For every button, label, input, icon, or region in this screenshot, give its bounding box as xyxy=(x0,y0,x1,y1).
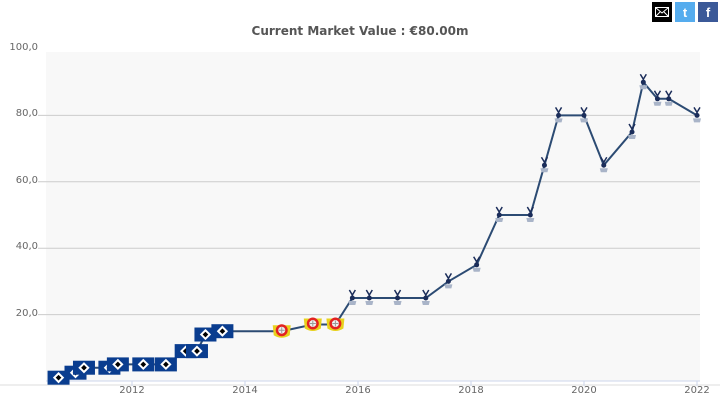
chart-title: Current Market Value : €80.00m xyxy=(251,24,469,38)
data-point-spurs[interactable] xyxy=(639,73,648,90)
data-point-leverkusen[interactable] xyxy=(326,317,345,332)
share-bar: t f xyxy=(652,2,718,22)
data-point-spurs[interactable] xyxy=(540,156,549,173)
data-point-spurs[interactable] xyxy=(693,107,701,123)
data-point-leverkusen[interactable] xyxy=(272,324,291,338)
data-point-hsv[interactable] xyxy=(194,327,217,342)
x-tick-label: 2014 xyxy=(232,385,258,396)
data-point-hsv[interactable] xyxy=(132,357,155,372)
y-tick-label: 40,0 xyxy=(15,241,38,253)
data-point-spurs[interactable] xyxy=(580,107,588,123)
y-tick-label: 80,0 xyxy=(15,108,38,120)
facebook-icon[interactable]: f xyxy=(698,2,718,22)
x-tick-label: 2020 xyxy=(571,385,597,396)
data-point-leverkusen[interactable] xyxy=(303,317,322,332)
y-tick-label: 100,0 xyxy=(9,42,38,53)
twitter-icon[interactable]: t xyxy=(675,2,695,22)
x-tick-label: 2018 xyxy=(458,385,484,396)
data-point-hsv[interactable] xyxy=(185,344,208,359)
y-tick-label: 60,0 xyxy=(15,174,38,186)
data-point-spurs[interactable] xyxy=(554,107,563,123)
data-point-spurs[interactable] xyxy=(444,273,453,289)
data-point-hsv[interactable] xyxy=(106,357,129,372)
data-point-spurs[interactable] xyxy=(653,90,662,106)
data-point-hsv[interactable] xyxy=(72,360,95,375)
data-point-spurs[interactable] xyxy=(664,90,673,106)
x-tick-label: 2016 xyxy=(345,385,371,396)
envelope-icon[interactable] xyxy=(652,2,672,22)
plot-area xyxy=(46,52,700,381)
data-point-spurs[interactable] xyxy=(628,123,637,139)
data-point-hsv[interactable] xyxy=(47,370,70,385)
data-point-spurs[interactable] xyxy=(472,256,481,272)
x-tick-label: 2012 xyxy=(119,385,145,396)
data-point-hsv[interactable] xyxy=(154,357,177,372)
data-point-spurs[interactable] xyxy=(421,289,430,305)
data-point-spurs[interactable] xyxy=(365,289,374,305)
x-tick-label: 2022 xyxy=(684,385,710,396)
y-tick-label: 20,0 xyxy=(15,307,38,319)
data-point-spurs[interactable] xyxy=(348,289,357,305)
data-point-spurs[interactable] xyxy=(393,289,402,305)
data-point-spurs[interactable] xyxy=(526,206,535,222)
data-point-spurs[interactable] xyxy=(495,206,504,222)
data-point-hsv[interactable] xyxy=(211,324,234,339)
data-point-spurs[interactable] xyxy=(599,156,608,173)
